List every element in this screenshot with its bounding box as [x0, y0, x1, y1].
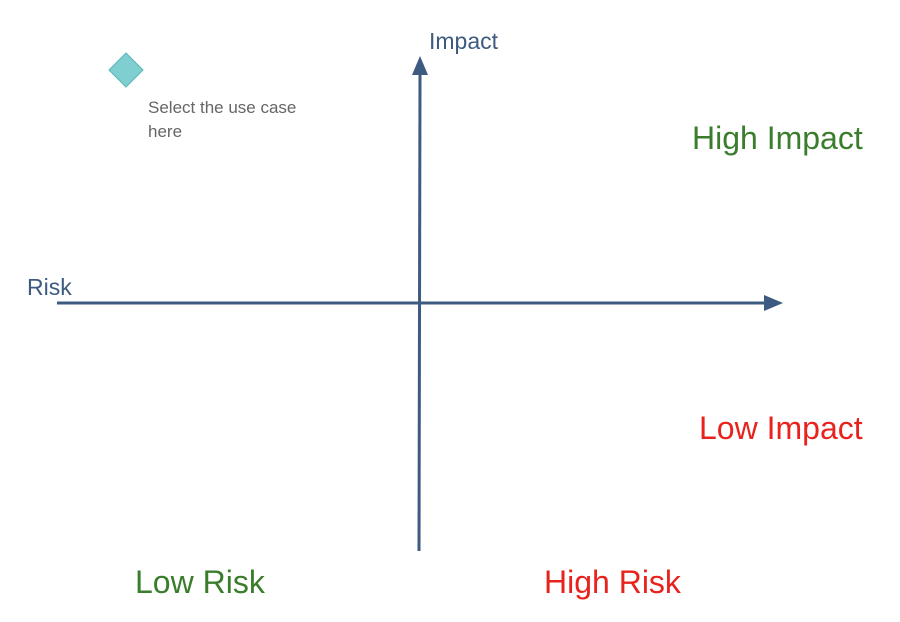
use-case-marker[interactable]: [108, 52, 144, 88]
low-impact-label: Low Impact: [699, 410, 863, 446]
x-axis: [57, 295, 783, 311]
x-axis-arrowhead: [764, 295, 783, 311]
high-risk-label: High Risk: [544, 564, 681, 600]
y-axis: [412, 56, 428, 552]
marker-hint: Select the use case here: [148, 98, 297, 141]
y-axis-label: Impact: [429, 28, 499, 54]
y-axis-arrowhead: [412, 56, 428, 75]
high-impact-label: High Impact: [692, 120, 863, 156]
x-axis-label: Risk: [27, 274, 72, 300]
low-risk-label: Low Risk: [135, 564, 265, 600]
diamond-icon[interactable]: [108, 52, 144, 88]
